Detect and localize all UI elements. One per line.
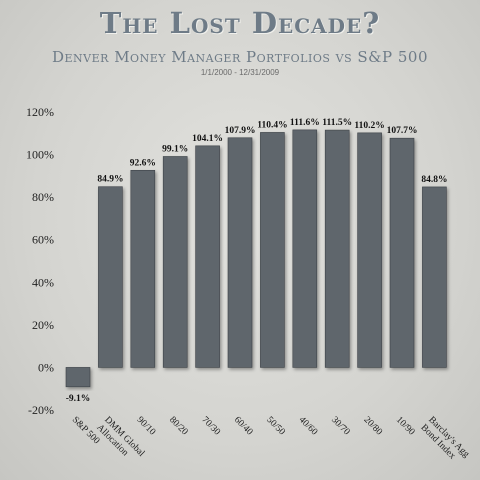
x-tick-label: 60/40	[232, 415, 255, 438]
y-tick-label: 20%	[32, 318, 54, 332]
x-tick-label: 70/30	[199, 415, 222, 438]
x-tick-label: 20/80	[361, 415, 384, 438]
x-tick-label: 40/60	[297, 415, 320, 438]
data-label: 111.6%	[290, 118, 320, 128]
bar	[422, 186, 447, 368]
data-label: 84.8%	[421, 175, 447, 185]
chart-title: The Lost Decade?	[99, 6, 381, 40]
bar	[227, 137, 253, 368]
y-tick-label: 80%	[32, 190, 54, 204]
x-tick-label: 80/20	[167, 415, 190, 438]
bar	[162, 156, 188, 368]
chart-subtitle: Denver Money Manager Portfolios vs S&P 5…	[51, 48, 429, 66]
data-label: 107.9%	[225, 126, 256, 136]
y-tick-label: 40%	[32, 275, 54, 289]
bar	[324, 129, 350, 368]
bar	[98, 186, 123, 368]
data-label: 92.6%	[130, 158, 156, 168]
date-range: 1/1/2000 - 12/31/2009	[200, 68, 280, 77]
x-tick-label: 90/10	[135, 415, 158, 438]
y-tick-label: -20%	[28, 403, 54, 417]
x-tick-label: 30/70	[329, 415, 352, 438]
y-tick-label: 120%	[26, 105, 54, 119]
data-label: 104.1%	[192, 134, 223, 144]
data-label: 107.7%	[387, 126, 418, 136]
y-tick-label: 60%	[32, 233, 54, 247]
data-label: 99.1%	[162, 144, 188, 154]
data-label: 110.4%	[257, 120, 287, 130]
bar	[260, 132, 285, 368]
bar	[130, 170, 156, 368]
bar	[195, 145, 220, 368]
data-label: 84.9%	[97, 175, 123, 185]
y-tick-label: 100%	[26, 148, 54, 162]
x-tick-label: 10/90	[394, 415, 417, 438]
data-label: -9.1%	[66, 394, 91, 404]
x-tick-label: Barclay's AggBond Index	[419, 415, 472, 468]
bar	[357, 132, 382, 368]
x-tick-label: 50/50	[264, 415, 287, 438]
data-label: 110.2%	[354, 121, 384, 131]
bar	[292, 129, 318, 368]
bar	[389, 137, 415, 368]
data-label: 111.5%	[322, 118, 352, 128]
bar	[65, 367, 91, 388]
y-tick-label: 0%	[38, 360, 54, 374]
